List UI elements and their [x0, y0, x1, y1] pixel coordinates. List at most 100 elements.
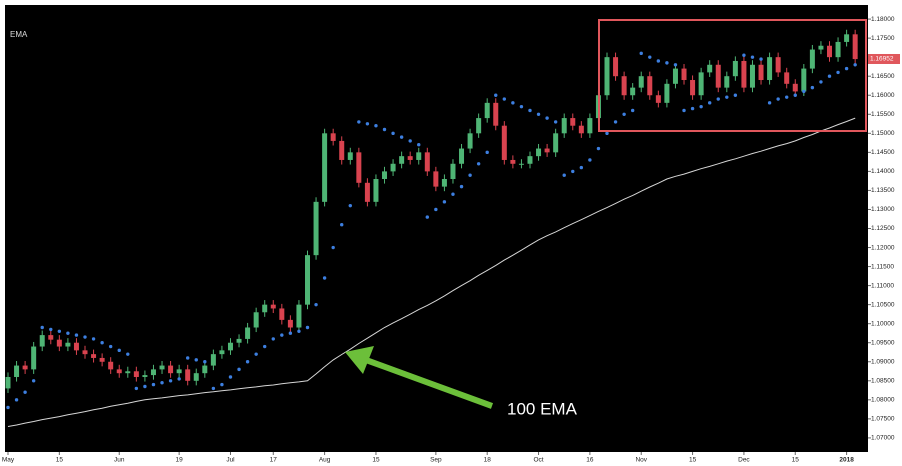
- sar-dot: [245, 360, 250, 364]
- sar-dot: [228, 375, 233, 379]
- candle-body: [536, 148, 542, 157]
- candle-body: [459, 148, 465, 164]
- candle-body: [313, 201, 319, 256]
- y-tick-label: 1.09500: [871, 339, 895, 346]
- candle-body: [638, 76, 644, 88]
- candle-body: [296, 304, 302, 328]
- sar-dot: [553, 120, 558, 124]
- candle-body: [835, 41, 841, 58]
- candle-body: [39, 335, 45, 347]
- candle-body: [125, 371, 131, 374]
- sar-dot: [57, 329, 62, 334]
- sar-dot: [853, 63, 857, 67]
- arrow-shaft: [364, 357, 494, 409]
- candle-body: [621, 76, 627, 96]
- sar-dot: [750, 55, 755, 59]
- sar-dot: [374, 123, 378, 128]
- candle-body: [116, 369, 122, 374]
- candle-body: [364, 182, 370, 202]
- candle-body: [826, 45, 832, 58]
- sar-dot: [699, 104, 703, 109]
- sar-dot: [211, 386, 216, 391]
- sar-dot: [66, 331, 70, 335]
- candle-body: [441, 179, 447, 187]
- candle-body: [544, 148, 550, 153]
- candle-body: [382, 171, 388, 180]
- candle-body: [347, 152, 353, 160]
- candle-body: [108, 361, 114, 370]
- sar-dot: [108, 344, 113, 349]
- sar-dot: [288, 331, 293, 335]
- sar-dot: [588, 158, 592, 162]
- candle-body: [22, 365, 28, 370]
- candle-body: [91, 354, 97, 358]
- sar-dot: [707, 101, 712, 105]
- sar-dot: [305, 325, 310, 330]
- candle-body: [322, 133, 328, 202]
- sar-dot: [280, 333, 284, 337]
- candle-body: [664, 83, 670, 103]
- candle-body: [741, 60, 747, 88]
- sar-dot: [613, 120, 618, 124]
- x-tick-label: 19: [176, 457, 184, 464]
- x-tick-label: 15: [689, 457, 697, 464]
- sar-dot: [382, 127, 387, 132]
- y-tick-label: 1.13000: [871, 206, 895, 213]
- candle-body: [604, 57, 610, 96]
- sar-dot: [536, 112, 541, 116]
- sar-dot: [511, 101, 515, 105]
- candle-body: [339, 140, 345, 160]
- candle-body: [707, 64, 713, 73]
- sar-dot: [31, 379, 36, 383]
- candle-body: [613, 57, 619, 77]
- sar-dot: [6, 405, 10, 410]
- sar-dot: [331, 245, 335, 250]
- candle-body: [518, 163, 524, 165]
- sar-dot: [425, 215, 430, 219]
- sar-dot: [451, 192, 455, 196]
- sar-dot: [14, 398, 19, 402]
- candle-body: [784, 72, 790, 84]
- sar-dot: [494, 93, 498, 97]
- sar-dot: [656, 59, 661, 63]
- sar-dot: [417, 143, 421, 147]
- candle-body: [570, 118, 576, 126]
- candle-body: [681, 68, 687, 81]
- x-tick-label: Dec: [738, 457, 750, 464]
- sar-dot: [571, 169, 575, 174]
- x-tick-label: 15: [792, 457, 800, 464]
- sar-dot: [23, 390, 27, 394]
- candle-body: [493, 102, 499, 126]
- sar-dot: [40, 325, 44, 330]
- candle-body: [202, 365, 208, 374]
- candle-body: [373, 179, 379, 202]
- y-tick-label: 1.07000: [871, 435, 895, 442]
- y-tick-label: 1.09000: [871, 358, 895, 365]
- candle-body: [270, 304, 276, 309]
- candle-body: [698, 72, 704, 96]
- candle-body: [48, 335, 54, 340]
- sar-dot: [725, 95, 729, 99]
- candle-body: [578, 125, 584, 134]
- candle-body: [253, 312, 259, 328]
- x-tick-label: 15: [372, 457, 380, 464]
- sar-dot: [442, 200, 447, 204]
- sar-dot: [468, 173, 472, 177]
- candle-body: [219, 350, 225, 355]
- candle-body: [82, 350, 88, 355]
- sar-dot: [203, 360, 207, 364]
- sar-dot: [49, 327, 53, 332]
- sar-dot: [434, 207, 438, 212]
- candle-body: [630, 87, 636, 96]
- x-tick-label: Oct: [533, 457, 543, 464]
- sar-dot: [776, 97, 780, 101]
- sar-dot: [399, 135, 404, 139]
- sar-dot: [177, 377, 181, 381]
- sar-dot: [596, 146, 601, 151]
- sar-dot: [562, 173, 566, 177]
- sar-dot: [237, 367, 241, 372]
- y-tick-label: 1.08500: [871, 378, 895, 385]
- y-tick-label: 1.12000: [871, 244, 895, 251]
- y-tick-label: 1.10500: [871, 301, 895, 308]
